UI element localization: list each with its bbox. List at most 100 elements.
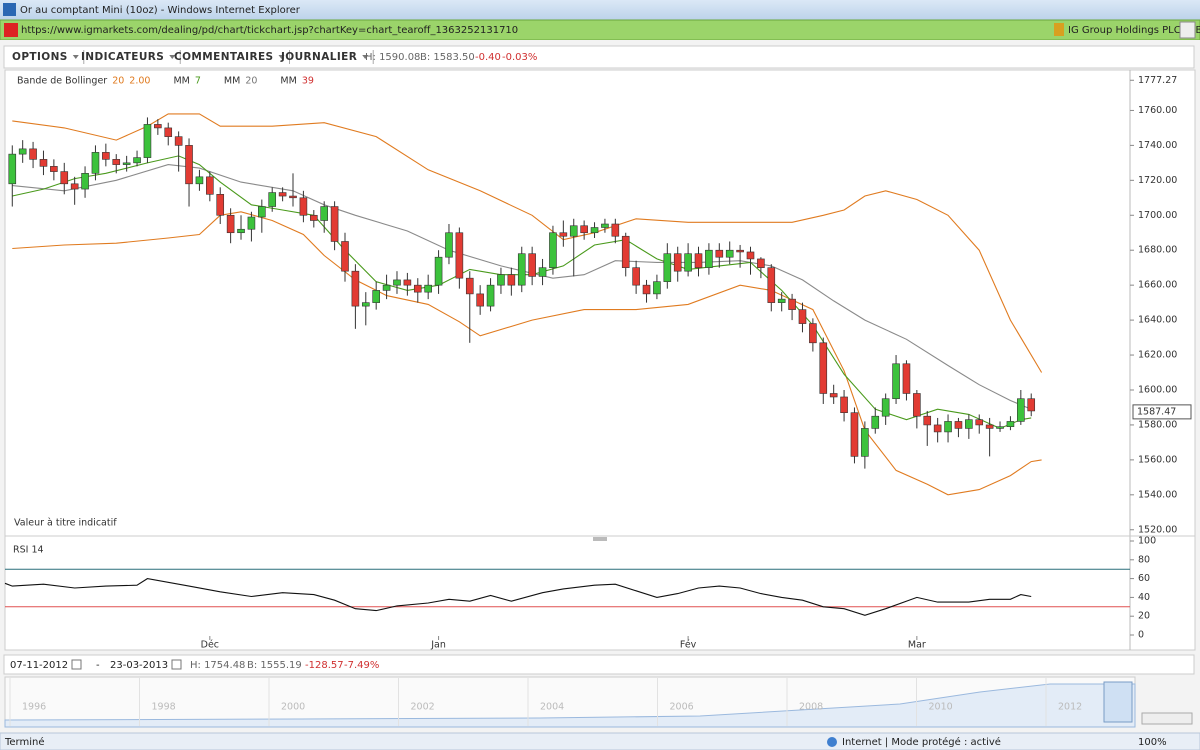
candle-body xyxy=(154,124,162,129)
site-identity[interactable]: IG Group Holdings PLC [GB] xyxy=(1068,25,1200,36)
last-price-label: 1587.47 xyxy=(1137,406,1176,417)
range-high: H: 1754.48 xyxy=(190,660,245,671)
x-tick-label: Déc xyxy=(201,640,219,651)
y-tick-label: 20 xyxy=(1138,611,1150,622)
candle-body xyxy=(673,253,682,272)
overview-year: 2000 xyxy=(281,702,305,713)
calendar-icon[interactable] xyxy=(71,659,82,670)
y-tick-label: 1680.00 xyxy=(1138,245,1177,256)
candle-body xyxy=(289,195,297,199)
y-tick-label: 40 xyxy=(1138,592,1150,603)
overview-year: 2002 xyxy=(411,702,435,713)
candle-body xyxy=(632,267,640,286)
candle-body xyxy=(777,298,786,303)
y-tick-label: 1720.00 xyxy=(1138,175,1177,186)
candle-body xyxy=(393,279,401,286)
candle-body xyxy=(497,274,505,286)
candle-body xyxy=(611,223,620,237)
range-change-pct: -7.49% xyxy=(344,660,379,671)
candle-body xyxy=(476,293,484,307)
x-tick-label: Jan xyxy=(430,640,446,651)
y-tick-label: 1760.00 xyxy=(1138,105,1177,116)
range-end[interactable]: 23-03-2013 xyxy=(110,660,168,671)
last-price-box xyxy=(1132,404,1192,420)
candle-body xyxy=(81,173,89,190)
candle-body xyxy=(112,159,121,165)
candle-body xyxy=(840,396,848,413)
candle-body xyxy=(933,424,942,433)
site-icon xyxy=(4,23,18,37)
candle-body xyxy=(320,206,329,221)
menu[interactable]: COMMENTAIRES xyxy=(174,51,274,63)
toolbar xyxy=(3,45,1195,69)
toolbar-change: -0.40 xyxy=(475,52,501,63)
candle-body xyxy=(653,281,661,295)
candle-body xyxy=(985,424,994,429)
menu[interactable]: JOURNALIER xyxy=(280,51,357,63)
y-tick-label: 0 xyxy=(1138,630,1144,641)
candle-body xyxy=(486,284,495,307)
candle-body xyxy=(705,249,713,268)
candle-body xyxy=(1017,398,1025,422)
candle-body xyxy=(923,415,932,426)
overview-year: 2010 xyxy=(929,702,953,713)
url[interactable]: https://www.igmarkets.com/dealing/pd/cha… xyxy=(21,25,518,36)
candle-body xyxy=(18,148,27,155)
candle-body xyxy=(788,298,796,310)
candle-body xyxy=(538,267,547,277)
candle-body xyxy=(278,192,287,197)
menu[interactable]: OPTIONS xyxy=(12,51,68,63)
candle-body xyxy=(1006,421,1015,427)
toolbar-change-pct: -0.03% xyxy=(502,52,537,63)
y-tick-label: 1580.00 xyxy=(1138,419,1177,430)
calendar-icon[interactable] xyxy=(171,659,182,670)
candle-body xyxy=(601,223,609,228)
status-zone: Internet | Mode protégé : activé xyxy=(842,736,1001,748)
x-tick-label: Fév xyxy=(680,640,697,651)
range-start[interactable]: 07-11-2012 xyxy=(10,660,68,671)
scroll[interactable] xyxy=(1179,21,1196,39)
overview-year: 2006 xyxy=(670,702,694,713)
window-title: Or au comptant Mini (10oz) - Windows Int… xyxy=(20,5,301,16)
splitter-handle[interactable] xyxy=(593,537,607,541)
overview-year: 2008 xyxy=(799,702,823,713)
overview-window[interactable] xyxy=(1103,681,1133,723)
candle-body xyxy=(403,279,412,286)
candle-body xyxy=(715,249,724,258)
menu-arrow xyxy=(169,55,176,59)
candle-body xyxy=(642,284,651,295)
candle-body xyxy=(122,162,131,165)
y-tick-label: 60 xyxy=(1138,573,1150,584)
chart-panel xyxy=(4,69,1196,651)
candle-body xyxy=(465,277,474,295)
title-bar xyxy=(0,0,1200,20)
candle-body xyxy=(258,206,266,218)
legend-name: MM xyxy=(173,76,189,87)
indicator-line xyxy=(12,113,1043,373)
overview-year: 2012 xyxy=(1058,702,1082,713)
menu-arrow xyxy=(72,55,79,59)
candle-body xyxy=(50,166,58,172)
candle-body xyxy=(590,227,599,234)
candle-body xyxy=(580,225,588,234)
menus: OPTIONS INDICATEURS COMMENTAIRES JOURNALIER xyxy=(12,50,374,64)
candle-body xyxy=(736,249,744,253)
candle-body xyxy=(996,426,1004,429)
status-bar xyxy=(0,732,1200,750)
candle-body xyxy=(517,253,526,286)
toolbar-low: B: 1583.50 xyxy=(420,52,475,63)
candle-body xyxy=(382,284,391,291)
candle-body xyxy=(1027,398,1036,412)
candle-body xyxy=(965,419,973,429)
candle-body xyxy=(60,171,69,185)
candle-body xyxy=(310,214,318,221)
range-low: B: 1555.19 xyxy=(247,660,302,671)
candle-body xyxy=(559,232,568,237)
menu[interactable]: INDICATEURS xyxy=(81,51,164,63)
y-tick-label: 1700.00 xyxy=(1138,210,1177,221)
status-zoom[interactable]: 100% xyxy=(1138,737,1167,748)
candle-body xyxy=(944,421,952,433)
candle-body xyxy=(195,176,204,185)
candle-body xyxy=(351,270,360,307)
window-controls[interactable] xyxy=(1141,712,1193,725)
